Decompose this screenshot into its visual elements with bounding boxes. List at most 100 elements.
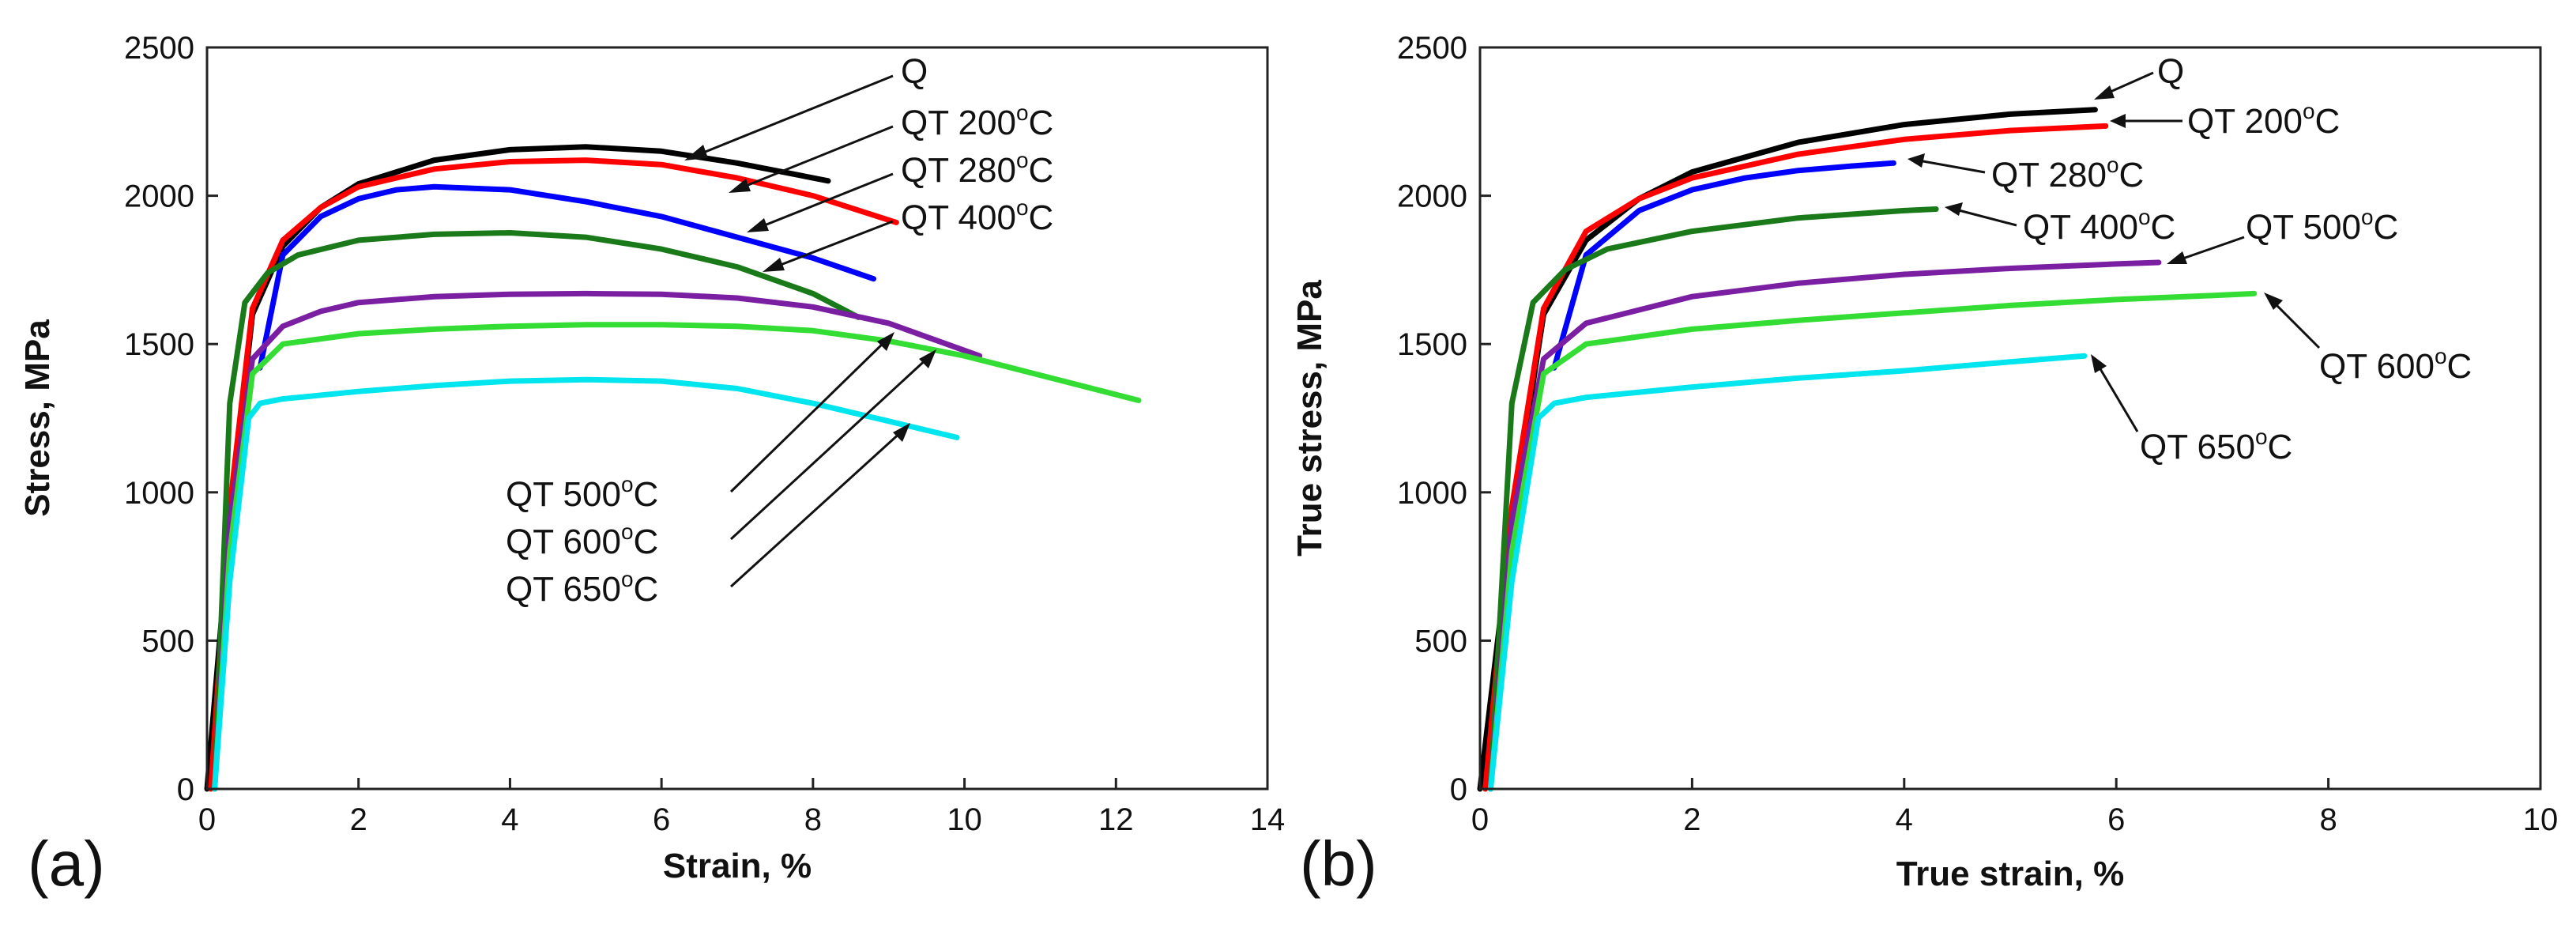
panel-b-arrowhead-qt650 — [2091, 354, 2107, 373]
panel-a-label-qt500: QT 500oC — [506, 472, 658, 514]
panel-b-series — [1477, 107, 2258, 792]
panel-b-y-axis-title: True stress, MPa — [1290, 280, 1329, 557]
panel-a-y-tick-label: 2500 — [124, 31, 194, 66]
panel-b-arrow-qt650 — [2096, 363, 2139, 432]
panel-a-y-tick-label: 500 — [141, 624, 194, 659]
panel-a-y-tick-label: 1000 — [124, 476, 194, 511]
panel-a-x-ticks: 0 2 4 6 8 10 12 14 — [198, 778, 1285, 837]
panel-b-y-tick-label: 2500 — [1397, 31, 1467, 66]
panel-a-letter: (a) — [28, 828, 105, 899]
panel-b-series-qt-600-c — [1487, 290, 2258, 792]
panel-b-label-qt400: QT 400oC — [2023, 205, 2175, 247]
panel-a-label-q: Q — [901, 52, 928, 91]
panel-a-x-tick-label: 6 — [653, 802, 670, 837]
panel-b-y-tick-label: 1000 — [1397, 476, 1467, 511]
panel-a-series-qt-400-c — [212, 230, 861, 792]
panel-b-series-qt-650-c — [1487, 353, 2088, 792]
panel-b-label-qt600: QT 600oC — [2319, 344, 2472, 386]
panel-b-series-qt-500-c — [1487, 259, 2162, 792]
panel-b-label-qt500: QT 500oC — [2246, 205, 2398, 247]
panel-a-plot-frame — [205, 46, 1269, 791]
panel-a-arrow-qt200 — [736, 125, 894, 191]
panel-a-x-tick-label: 12 — [1098, 802, 1134, 837]
panel-a-series-qt-650-c — [212, 376, 960, 792]
panel-a-x-axis-title: Strain, % — [663, 847, 812, 885]
panel-b-x-tick-label: 8 — [2319, 802, 2337, 837]
panel-a-series — [204, 144, 1142, 792]
panel-b-annotations: Q QT 200oC QT 280oC QT 400oC QT 500oC QT… — [1991, 52, 2472, 466]
panel-b-arrow-qt600 — [2270, 299, 2321, 349]
panel-a-x-tick-label: 4 — [501, 802, 518, 837]
panel-b-series-q — [1477, 107, 2098, 792]
panel-a-y-axis-title: Stress, MPa — [18, 319, 57, 517]
panel-b-y-ticks: 0 500 1000 1500 2000 2500 — [1397, 31, 1491, 807]
panel-b-arrow-qt400 — [1955, 208, 2017, 227]
panel-a-y-tick-label: 1500 — [124, 327, 194, 362]
panel-a-arrow-qt400 — [770, 220, 894, 270]
panel-b-x-tick-label: 2 — [1683, 802, 1700, 837]
panel-a-x-tick-label: 10 — [947, 802, 982, 837]
panel-b-x-tick-label: 6 — [2107, 802, 2125, 837]
panel-a-x-tick-label: 14 — [1250, 802, 1286, 837]
panel-b-plot-frame — [1478, 46, 2542, 791]
panel-a-y-tick-label: 0 — [177, 772, 194, 807]
panel-a-arrowhead-qt280 — [747, 218, 769, 232]
panel-b-y-tick-label: 2000 — [1397, 179, 1467, 214]
panel-a-arrowhead-q — [684, 145, 708, 160]
panel-b-series-qt-400-c — [1487, 206, 1939, 792]
panel-b-label-qt200: QT 200oC — [2187, 99, 2340, 141]
panel-a-arrow-qt500 — [729, 338, 888, 493]
panel-b-letter: (b) — [1300, 828, 1377, 899]
panel-a-arrowhead-qt200 — [729, 179, 751, 193]
panel-b-label-qt280: QT 280oC — [1991, 153, 2144, 194]
panel-a-label-qt280: QT 280oC — [901, 148, 1053, 190]
panel-a-y-ticks: 0 500 1000 1500 2000 2500 — [124, 31, 218, 807]
panel-b-arrowhead-q — [2094, 85, 2115, 100]
panel-a-arrowhead-qt400 — [763, 258, 785, 272]
panel-a-label-qt200: QT 200oC — [901, 100, 1053, 142]
panel-a-label-qt600: QT 600oC — [506, 519, 658, 561]
panel-a-arrow-q — [693, 74, 894, 158]
panel-b-label-qt650: QT 650oC — [2140, 425, 2292, 466]
panel-a-series-qt-600-c — [212, 322, 1142, 792]
panel-b-y-tick-label: 0 — [1450, 772, 1467, 807]
panel-a-series-q — [204, 144, 831, 792]
panel-b-label-q: Q — [2157, 52, 2184, 91]
panel-b-series-qt-200-c — [1482, 123, 2109, 792]
panel-a-arrow-qt600 — [729, 356, 930, 541]
panel-b-arrow-qt500 — [2175, 236, 2245, 262]
panel-b-arrowhead-qt400 — [1945, 202, 1963, 216]
panel-b-arrows — [1908, 71, 2321, 432]
panel-b: 0 2 4 6 8 10 0 500 1000 1500 2000 2500 True strain… — [1290, 31, 2558, 899]
panel-b-arrowhead-qt280 — [1908, 153, 1925, 168]
panel-a-series-qt-500-c — [212, 290, 983, 792]
panel-b-y-tick-label: 1500 — [1397, 327, 1467, 362]
panel-a-arrow-qt280 — [754, 172, 894, 231]
panel-b-x-ticks: 0 2 4 6 8 10 — [1471, 778, 2558, 837]
panel-a-label-qt650: QT 650oC — [506, 567, 658, 609]
panel-b-arrowhead-qt600 — [2264, 292, 2283, 310]
panel-a-x-tick-label: 0 — [198, 802, 216, 837]
panel-b-x-tick-label: 0 — [1471, 802, 1489, 837]
panel-a-y-tick-label: 2000 — [124, 179, 194, 214]
panel-a-label-qt400: QT 400oC — [901, 195, 1053, 237]
panel-b-arrow-qt280 — [1918, 159, 1986, 174]
panel-b-x-tick-label: 10 — [2523, 802, 2559, 837]
panel-a: 0 2 4 6 8 10 12 14 0 500 1000 1500 2000 2500 Strain,… — [18, 31, 1285, 899]
panel-b-arrowhead-qt500 — [2167, 251, 2187, 264]
panel-a-arrowhead-qt600 — [919, 349, 936, 368]
panel-b-series-qt-280-c — [1551, 160, 1896, 371]
panel-a-x-tick-label: 8 — [804, 802, 822, 837]
panel-a-arrow-qt650 — [729, 429, 904, 588]
panel-b-x-tick-label: 4 — [1896, 802, 1913, 837]
panel-b-arrowhead-qt200 — [2110, 114, 2126, 128]
panel-a-x-tick-label: 2 — [350, 802, 367, 837]
panel-a-arrows — [684, 74, 936, 588]
panel-a-annotations: Q QT 200oC QT 280oC QT 400oC QT 500oC QT… — [506, 52, 1053, 609]
panel-b-x-axis-title: True strain, % — [1896, 855, 2125, 893]
panel-a-arrowhead-qt650 — [893, 423, 910, 442]
panel-a-series-qt-200-c — [208, 157, 899, 792]
panel-a-arrowhead-qt500 — [877, 332, 894, 351]
panel-a-series-qt-280-c — [257, 183, 876, 371]
